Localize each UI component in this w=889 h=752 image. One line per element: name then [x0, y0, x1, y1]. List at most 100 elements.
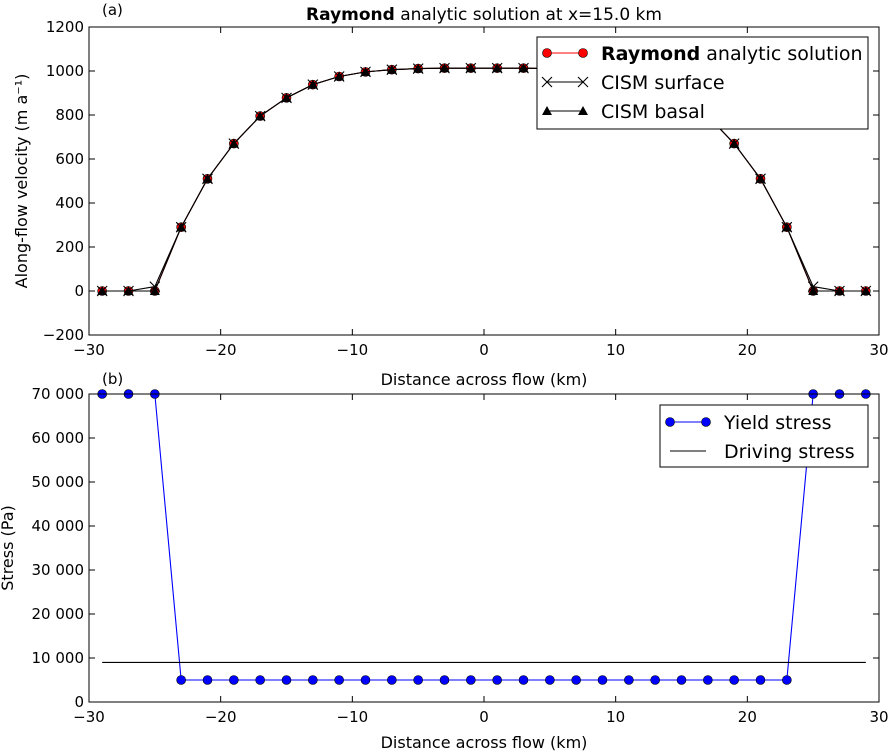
panel-b-ylabel: Stress (Pa) [0, 505, 17, 590]
panel-a-xtick-label: −20 [205, 341, 237, 359]
panel-b-legend-item: Yield stress [665, 412, 832, 434]
panel-b-series-0-point [255, 675, 265, 685]
panel-b-xlabel: Distance across flow (km) [381, 733, 588, 752]
panel-b-series-0-point [703, 675, 713, 685]
panel-a-legend-item: Raymond analytic solution [542, 43, 863, 65]
panel-a-series-2-line [102, 67, 866, 292]
panel-a-plot-area: −30 −20 −10 0 10 20 30 −200 0 200 400 600 800 1000 120… [43, 18, 889, 359]
panel-a-series-2-point [781, 222, 792, 232]
panel-b-series-0-point [281, 675, 292, 685]
panel-a-series-2-point [307, 79, 318, 89]
panel-a-series-2-point [860, 286, 871, 295]
panel-b-series-0-point [308, 675, 318, 685]
panel-a-series-2-point [228, 138, 239, 148]
panel-b-series-0-point [650, 675, 660, 685]
panel-b-legend-swatch-marker [701, 417, 711, 427]
panel-a-series-2-point [123, 286, 134, 295]
panel-b-legend-swatch-marker [665, 417, 675, 427]
panel-b-series-0-point [334, 675, 344, 685]
panel-a-legend-label-rest: analytic solution [700, 43, 862, 65]
panel-b-series-0-point [360, 675, 371, 685]
panel-a-series-2-point [281, 92, 292, 102]
panel-a-ytick-label: 800 [55, 106, 84, 124]
panel-a-legend-label: CISM surface [601, 72, 725, 94]
panel-b-series-0-point [624, 675, 634, 685]
panel-b-series-0-point [597, 675, 608, 685]
panel-a-xtick-label: −30 [73, 341, 105, 359]
panel-b-series-0-point [387, 675, 397, 685]
panel-a-legend-swatch-marker [578, 48, 588, 58]
panel-b-series-0-point [229, 675, 239, 685]
panel-a-legend-item: CISM surface [541, 72, 725, 94]
panel-b-series-0-point [518, 675, 529, 685]
panel-b-label: (b) [102, 370, 123, 388]
panel-b-series-0-point [571, 675, 581, 685]
panel-b-xtick-label: 30 [869, 708, 888, 726]
panel-b-series-0-point [439, 675, 450, 685]
panel-a-legend-label: Raymond analytic solution [601, 43, 863, 65]
panel-a-xtick-label: −10 [337, 341, 369, 359]
panel-a-title: Raymond analytic solution at x=15.0 km [306, 5, 662, 25]
panel-a: (a) Raymond analytic solution at x=15.0 … [12, 1, 889, 389]
panel-a-xtick-label: 0 [479, 341, 489, 359]
panel-a-series-2-point [413, 63, 424, 73]
panel-a-series-2-point [149, 286, 160, 295]
panel-b-series-0-point [176, 675, 186, 685]
panel-b-legend-label: Driving stress [724, 441, 855, 463]
panel-b-legend: Yield stress Driving stress [659, 404, 869, 468]
panel-b-xtick-label: −10 [337, 708, 369, 726]
panel-a-legend-swatch-marker [542, 106, 552, 115]
panel-a-ylabel: Along-flow velocity (m a⁻¹) [12, 74, 31, 289]
panel-a-series-2-point [439, 63, 450, 73]
panel-a-series-2-point [255, 111, 266, 121]
panel-a-xlabel: Distance across flow (km) [381, 370, 588, 389]
panel-a-series-2-point [518, 63, 529, 73]
panel-b-series-0-point [202, 675, 213, 685]
panel-b-legend-label: Yield stress [723, 412, 832, 434]
panel-b-series-0-point [782, 675, 792, 685]
panel-a-legend-label: CISM basal [601, 101, 705, 123]
panel-a-series-2-point [808, 286, 819, 295]
panel-a-ytick-label: −200 [43, 326, 84, 344]
panel-b-xtick-label: 20 [738, 708, 757, 726]
panel-a-series-2-point [465, 63, 476, 73]
panel-a-title-bold: Raymond [306, 5, 395, 25]
panel-b-ytick-label: 10 000 [32, 649, 85, 667]
panel-b-legend-item: Driving stress [670, 441, 855, 463]
panel-a-legend-label-bold: Raymond [601, 43, 700, 65]
panel-a-ytick-label: 0 [74, 282, 84, 300]
panel-a-xtick-label: 10 [606, 341, 625, 359]
panel-a-series-2-point [202, 173, 213, 183]
panel-a-series-2-point [834, 286, 845, 295]
panel-b-ytick-label: 40 000 [32, 517, 85, 535]
panel-a-legend-swatch-marker [541, 76, 553, 88]
panel-a-ytick-label: 1000 [46, 62, 84, 80]
panel-a-series-2-point [360, 66, 371, 76]
panel-b-xtick-label: 10 [606, 708, 625, 726]
panel-a-title-rest: analytic solution at x=15.0 km [395, 5, 662, 25]
panel-b-series-0-point [755, 675, 766, 685]
panel-b-series-0-point [676, 675, 687, 685]
panel-a-ytick-label: 400 [55, 194, 84, 212]
panel-b-xtick-label: −30 [73, 708, 105, 726]
panel-a-label: (a) [102, 1, 123, 19]
panel-a-legend-swatch-marker [578, 106, 588, 115]
panel-a-series-2-point [386, 64, 397, 74]
panel-a-series-2-point [729, 138, 740, 148]
panel-a-legend-item: CISM basal [542, 101, 705, 123]
panel-a-legend: Raymond analytic solution CISM surface CIS… [536, 36, 869, 130]
panel-b-ytick-label: 60 000 [32, 429, 85, 447]
panel-a-ytick-label: 600 [55, 150, 84, 168]
panel-b-ytick-label: 0 [74, 693, 84, 711]
panel-b-series-0-point [492, 675, 502, 685]
panel-b-xtick-label: −20 [205, 708, 237, 726]
panel-b-series-0-point [545, 675, 555, 685]
panel-a-ytick-label: 200 [55, 238, 84, 256]
panel-b-series-0-point [413, 675, 423, 685]
panel-b-ytick-label: 30 000 [32, 561, 85, 579]
panel-b: (b) −30 −20 −10 0 10 20 30 0 10 000 20 000 30 000 4… [0, 370, 889, 752]
panel-b-series-0-point [729, 675, 739, 685]
panel-b-legend-box [659, 404, 869, 468]
panel-a-series-2-point [334, 71, 345, 81]
